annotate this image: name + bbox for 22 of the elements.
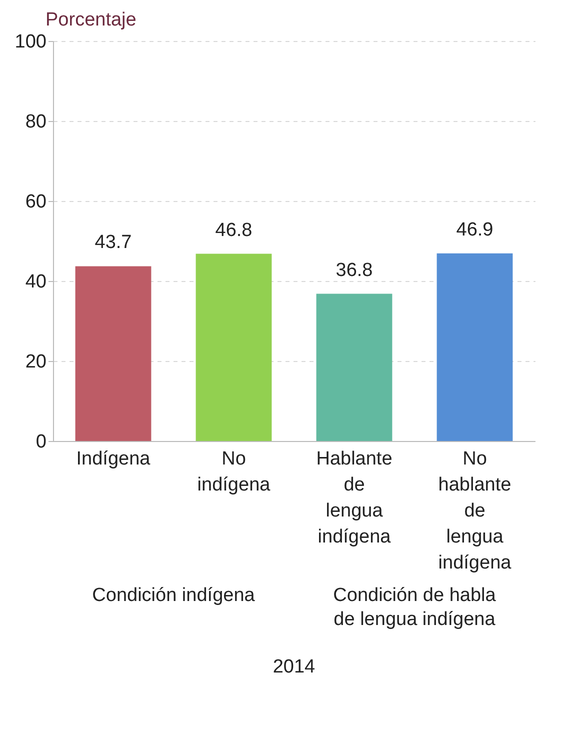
data-label: 46.8 xyxy=(215,220,252,241)
y-tick-label: 20 xyxy=(25,352,46,372)
y-tick-label: 100 xyxy=(14,32,46,52)
y-tick-label: 40 xyxy=(25,272,46,292)
text: Condición indígena xyxy=(92,585,256,606)
y-tick-label: 60 xyxy=(25,192,46,212)
text: 2014 xyxy=(272,656,316,678)
data-label: 36.8 xyxy=(336,260,373,281)
text: Condición de habla de lengua indígena xyxy=(333,585,496,630)
y-axis-title: Porcentaje xyxy=(46,10,136,30)
y-tick-label: 0 xyxy=(36,432,46,452)
bar xyxy=(75,266,152,441)
data-label: 46.9 xyxy=(456,219,494,240)
bar xyxy=(316,294,392,441)
bar xyxy=(436,253,513,441)
data-label: 43.7 xyxy=(94,232,132,254)
x-tick-label: No indígena xyxy=(197,448,271,496)
x-tick-label: Indígena xyxy=(76,448,151,470)
x-tick-label: No hablante de lengua indígena xyxy=(438,448,512,574)
bar xyxy=(196,254,272,441)
y-tick-label: 80 xyxy=(25,112,46,132)
x-tick-label: Hablante de lengua indígena xyxy=(316,448,392,548)
